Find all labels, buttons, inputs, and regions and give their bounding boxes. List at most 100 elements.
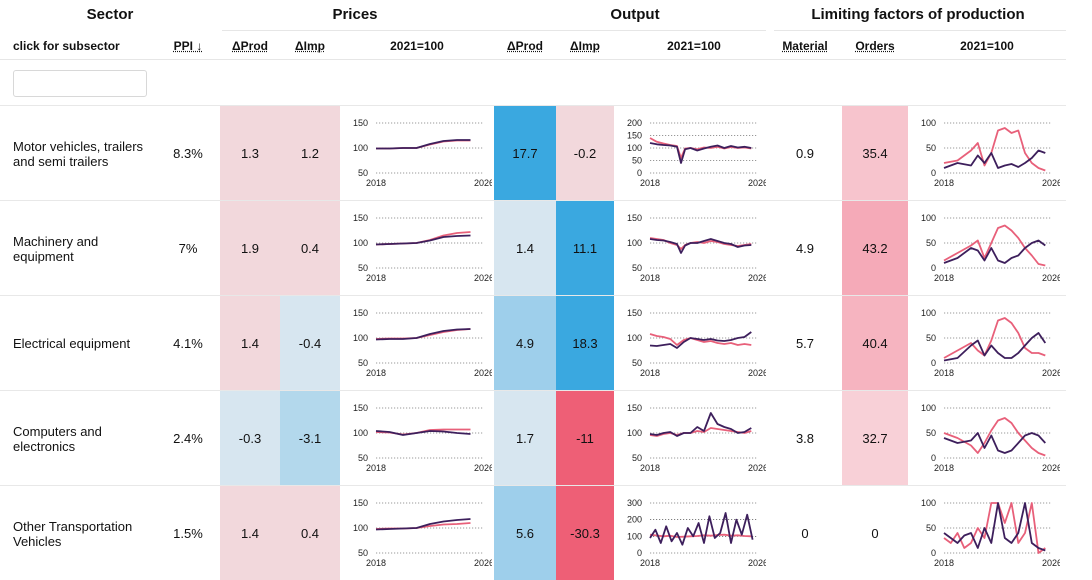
y-tick-label: 0 (931, 548, 936, 558)
ppi-value: 8.3% (173, 146, 203, 161)
series-line (376, 139, 471, 150)
table-row: Electrical equipment 4.1% 1.4 -0.4 4.9 18.3 5.… (0, 295, 1066, 391)
y-tick-label: 50 (358, 263, 368, 273)
x-tick-label: 2026 (1042, 558, 1060, 568)
header-limiting-factors: Limiting factors of production (811, 6, 1025, 23)
ppi-value: 4.1% (173, 336, 203, 351)
orders-cell: 0 (842, 486, 908, 580)
y-tick-label: 100 (627, 143, 642, 153)
prices-dimp-cell: 0.4 (280, 486, 340, 580)
prices-sparkline-chart: 50 100 150 2018 2026 (353, 403, 492, 473)
series-line (943, 332, 1047, 362)
series-line (375, 328, 471, 341)
y-tick-label: 0 (931, 453, 936, 463)
x-tick-label: 2026 (748, 273, 766, 283)
prices-dprod-cell: 1.3 (220, 106, 280, 201)
x-tick-label: 2026 (748, 368, 766, 378)
y-tick-label: 150 (353, 308, 368, 318)
x-tick-label: 2026 (474, 368, 492, 378)
subheader-rule (0, 59, 1066, 60)
y-tick-label: 100 (627, 238, 642, 248)
series-line (943, 502, 1046, 552)
sector-link[interactable]: Computers and electronics (13, 423, 102, 454)
x-tick-label: 2018 (366, 558, 386, 568)
x-tick-label: 2018 (934, 463, 954, 473)
sort-material-button[interactable]: Material (782, 39, 828, 53)
limiting-sparkline-chart: 0 50 100 2018 2026 (921, 213, 1060, 283)
y-tick-label: 50 (926, 428, 936, 438)
output-dprod-cell: 1.4 (494, 201, 556, 296)
prices-dprod-cell: 1.4 (220, 486, 280, 580)
output-sparkline-chart: 50 100 150 2018 2026 (627, 308, 766, 378)
ppi-value: 1.5% (173, 526, 203, 541)
series-line (943, 239, 1046, 264)
x-tick-label: 2018 (640, 178, 660, 188)
y-tick-label: 150 (627, 131, 642, 141)
prices-dprod-cell: 1.4 (220, 296, 280, 391)
y-tick-label: 50 (926, 523, 936, 533)
subheader-limiting-index: 2021=100 (960, 39, 1014, 53)
limiting-sparkline-chart: 0 50 100 2018 2026 (921, 118, 1060, 188)
x-tick-label: 2026 (1042, 273, 1060, 283)
output-sparkline-chart: 50 100 150 2018 2026 (627, 213, 766, 283)
x-tick-label: 2026 (1042, 178, 1060, 188)
sort-output-dimp-button[interactable]: ΔImp (570, 39, 600, 53)
material-cell: 0.9 (774, 106, 836, 201)
y-tick-label: 50 (632, 358, 642, 368)
limiting-sparkline-chart: 0 50 100 2018 2026 (921, 403, 1060, 473)
sector-link[interactable]: Motor vehicles, trailers and semi traile… (13, 138, 144, 169)
sector-filter-input[interactable] (13, 70, 147, 97)
orders-cell: 35.4 (842, 106, 908, 201)
output-dprod-cell: 1.7 (494, 391, 556, 486)
y-tick-label: 150 (627, 308, 642, 318)
header-prices: Prices (332, 6, 378, 23)
prices-dprod-cell: 1.9 (220, 201, 280, 296)
series-line (943, 127, 1046, 172)
x-tick-label: 2018 (640, 273, 660, 283)
y-tick-label: 50 (632, 156, 642, 166)
orders-cell: 43.2 (842, 201, 908, 296)
series-line (375, 430, 471, 436)
y-tick-label: 100 (627, 333, 642, 343)
sort-prices-dprod-button[interactable]: ΔProd (232, 39, 268, 53)
sort-orders-button[interactable]: Orders (855, 39, 895, 53)
output-dimp-cell: 18.3 (556, 296, 614, 391)
x-tick-label: 2026 (474, 273, 492, 283)
x-tick-label: 2026 (1042, 368, 1060, 378)
series-line (375, 234, 471, 246)
y-tick-label: 100 (921, 118, 936, 128)
sort-prices-dimp-button[interactable]: ΔImp (295, 39, 325, 53)
output-header-rule (494, 30, 766, 31)
ppi-value: 2.4% (173, 431, 203, 446)
y-tick-label: 100 (627, 428, 642, 438)
y-tick-label: 150 (353, 498, 368, 508)
sort-output-dprod-button[interactable]: ΔProd (507, 39, 543, 53)
prices-sparkline-chart: 50 100 150 2018 2026 (353, 118, 492, 188)
series-line (375, 328, 471, 340)
sector-link[interactable]: Electrical equipment (13, 336, 131, 351)
sort-ppi-button[interactable]: PPI ↓ (173, 39, 203, 53)
y-tick-label: 50 (632, 263, 642, 273)
y-tick-label: 200 (627, 515, 642, 525)
x-tick-label: 2026 (1042, 463, 1060, 473)
series-line (376, 139, 471, 150)
y-tick-label: 0 (637, 548, 642, 558)
orders-cell: 40.4 (842, 296, 908, 391)
series-line (649, 512, 754, 546)
sector-link[interactable]: Other Transportation Vehicles (13, 518, 133, 549)
sector-link[interactable]: Machinery and equipment (13, 233, 99, 264)
output-dprod-cell: 17.7 (494, 106, 556, 201)
series-line (649, 142, 752, 164)
table-row: Other Transportation Vehicles 1.5% 1.4 0.4 5… (0, 485, 1066, 580)
y-tick-label: 150 (627, 403, 642, 413)
y-tick-label: 150 (627, 213, 642, 223)
x-tick-label: 2018 (934, 273, 954, 283)
series-line (943, 224, 1046, 267)
y-tick-label: 50 (926, 333, 936, 343)
prices-dimp-cell: -3.1 (280, 391, 340, 486)
prices-header-rule (222, 30, 494, 31)
y-tick-label: 50 (358, 168, 368, 178)
y-tick-label: 100 (353, 428, 368, 438)
prices-dimp-cell: -0.4 (280, 296, 340, 391)
y-tick-label: 100 (921, 403, 936, 413)
